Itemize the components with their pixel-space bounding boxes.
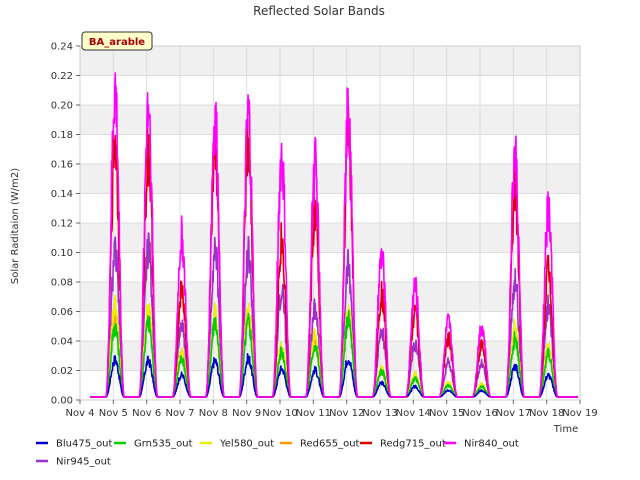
x-tick-label: Nov 10 (262, 408, 297, 419)
x-tick-label: Nov 17 (496, 408, 531, 419)
y-tick-label: 0.02 (51, 366, 73, 377)
badge-box (81, 31, 153, 51)
x-tick-label: Nov 18 (529, 408, 564, 419)
y-tick-label: 0.10 (51, 248, 73, 259)
y-tick-label: 0.08 (51, 278, 73, 289)
y-tick-label: 0.12 (51, 219, 73, 230)
legend-label: Nir945_out (56, 457, 111, 468)
x-tick-label: Nov 14 (396, 408, 431, 419)
y-axis-ticks: 0.00 0.02 0.04 0.06 0.08 0.10 0.12 0.14 0.16 0.18… (51, 42, 80, 407)
series-lines (89, 72, 579, 398)
y-tick-label: 0.20 (51, 101, 73, 112)
legend-label: Redg715_out (380, 439, 446, 450)
plot-band (80, 75, 580, 105)
plot-band (80, 105, 580, 135)
y-tick-label: 0.22 (51, 71, 73, 82)
x-tick-label: Nov 9 (232, 408, 261, 419)
plot-band (80, 252, 580, 282)
x-tick-label: Nov 16 (462, 408, 497, 419)
plot-band (80, 134, 580, 164)
x-tick-label: Nov 19 (562, 408, 597, 419)
x-tick-label: Nov 8 (199, 408, 228, 419)
x-tick-label: Nov 11 (296, 408, 331, 419)
chart-title: Reflected Solar Bands (253, 4, 385, 18)
plot-band (80, 164, 580, 194)
plot-band (80, 311, 580, 341)
x-axis-ticks: Nov 4 Nov 5 Nov 6 Nov 7 Nov 8 Nov 9 Nov 10Nov … (65, 400, 598, 419)
y-axis-title: Solar Raditaion (W/m2) (10, 168, 21, 284)
x-tick-label: Nov 5 (99, 408, 128, 419)
legend-label: Red655_out (300, 439, 360, 450)
x-tick-label: Nov 12 (329, 408, 364, 419)
y-tick-label: 0.04 (51, 337, 73, 348)
legend-label: Blu475_out (56, 439, 113, 450)
plot-band (80, 193, 580, 223)
legend-label: Nir840_out (464, 439, 519, 450)
plot-bands (80, 46, 580, 400)
plot-band (80, 282, 580, 312)
legend: Blu475_out Grn535_out Yel580_out Red655_out… (36, 439, 519, 468)
y-tick-label: 0.14 (51, 189, 73, 200)
plot-band (80, 46, 580, 76)
x-tick-label: Nov 15 (429, 408, 464, 419)
legend-label: Grn535_out (134, 439, 193, 450)
y-tick-label: 0.00 (51, 396, 73, 407)
badge-label: BA_arable (89, 37, 145, 48)
x-tick-label: Nov 7 (165, 408, 194, 419)
x-tick-label: Nov 13 (362, 408, 397, 419)
x-tick-label: Nov 6 (132, 408, 161, 419)
badge: BA_arable (81, 31, 153, 51)
x-tick-label: Nov 4 (65, 408, 94, 419)
legend-label: Yel580_out (219, 439, 274, 450)
x-axis-title: Time (553, 424, 578, 435)
plot-band (80, 223, 580, 253)
y-tick-label: 0.16 (51, 160, 73, 171)
plot-band (80, 341, 580, 371)
y-tick-label: 0.24 (51, 42, 73, 53)
y-tick-label: 0.06 (51, 307, 73, 318)
plot-band (80, 370, 580, 400)
y-tick-label: 0.18 (51, 130, 73, 141)
series-line-nir840-out (89, 72, 579, 398)
